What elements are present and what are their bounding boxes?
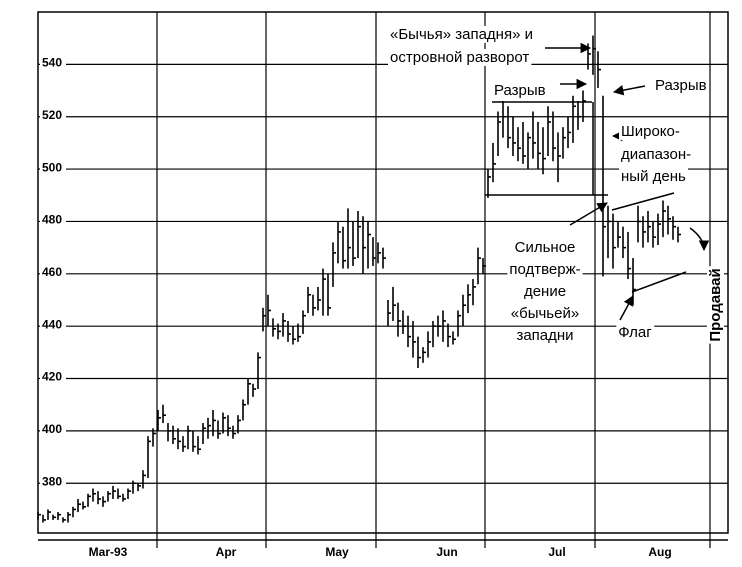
annotation: дение <box>524 283 566 300</box>
label-bg <box>40 370 66 385</box>
annotation: ный день <box>621 168 686 185</box>
annotation-bg <box>492 81 548 99</box>
annotation-bg <box>388 48 532 66</box>
label-bg <box>40 56 66 71</box>
annotation-bg <box>619 167 688 185</box>
annotation-bg <box>521 282 569 300</box>
x-tick-label: Mar-93 <box>89 545 128 559</box>
annotation: Продавай <box>707 268 724 341</box>
y-tick-label: 440 <box>42 317 62 331</box>
x-tick-label: May <box>325 545 349 559</box>
y-tick-label: 520 <box>42 108 62 122</box>
annotation: Широко- <box>621 123 680 140</box>
annotation-bg <box>619 122 682 140</box>
annotation-bg <box>514 326 576 344</box>
label-bg <box>40 213 66 228</box>
y-tick-label: 540 <box>42 56 62 70</box>
arrow <box>689 227 710 252</box>
annotation-bg <box>653 76 709 94</box>
y-tick-label: 400 <box>42 422 62 436</box>
x-tick-label: Aug <box>648 545 671 559</box>
annotation: подтверж- <box>509 261 580 278</box>
annotation: диапазон- <box>621 146 691 163</box>
flag-line <box>611 192 675 211</box>
label-bg <box>40 265 66 280</box>
annotation: островной разворот <box>390 49 529 66</box>
label-bg <box>40 475 66 490</box>
annotation-bg <box>619 145 694 163</box>
annotation-bg <box>507 260 583 278</box>
y-tick-label: 480 <box>42 213 62 227</box>
annotation-bg <box>706 266 724 344</box>
plot-frame <box>37 11 729 534</box>
arrow <box>569 202 608 226</box>
annotation-bg <box>616 323 655 341</box>
annotation-bg <box>508 304 582 322</box>
annotation: Флаг <box>618 324 652 341</box>
annotation: «Бычья» западня» и <box>390 26 533 43</box>
annotation: Разрыв <box>655 77 707 94</box>
y-tick-label: 500 <box>42 160 62 174</box>
y-tick-label: 380 <box>42 474 62 488</box>
y-tick-label: 420 <box>42 370 62 384</box>
annotation: «бычьей» <box>511 305 579 322</box>
label-bg <box>40 108 66 123</box>
label-bg <box>40 318 66 333</box>
label-bg <box>40 422 66 437</box>
annotation: Сильное <box>515 239 576 256</box>
annotation-bg <box>388 25 535 43</box>
arrow <box>619 295 634 321</box>
arrow <box>612 85 646 96</box>
label-bg <box>40 161 66 176</box>
x-tick-label: Apr <box>216 545 237 559</box>
annotation: западни <box>516 327 573 344</box>
x-tick-label: Jul <box>548 545 565 559</box>
y-tick-label: 460 <box>42 265 62 279</box>
flag-line <box>631 271 687 293</box>
x-tick-label: Jun <box>436 545 457 559</box>
annotation-bg <box>512 238 578 256</box>
annotation: Разрыв <box>494 82 546 99</box>
